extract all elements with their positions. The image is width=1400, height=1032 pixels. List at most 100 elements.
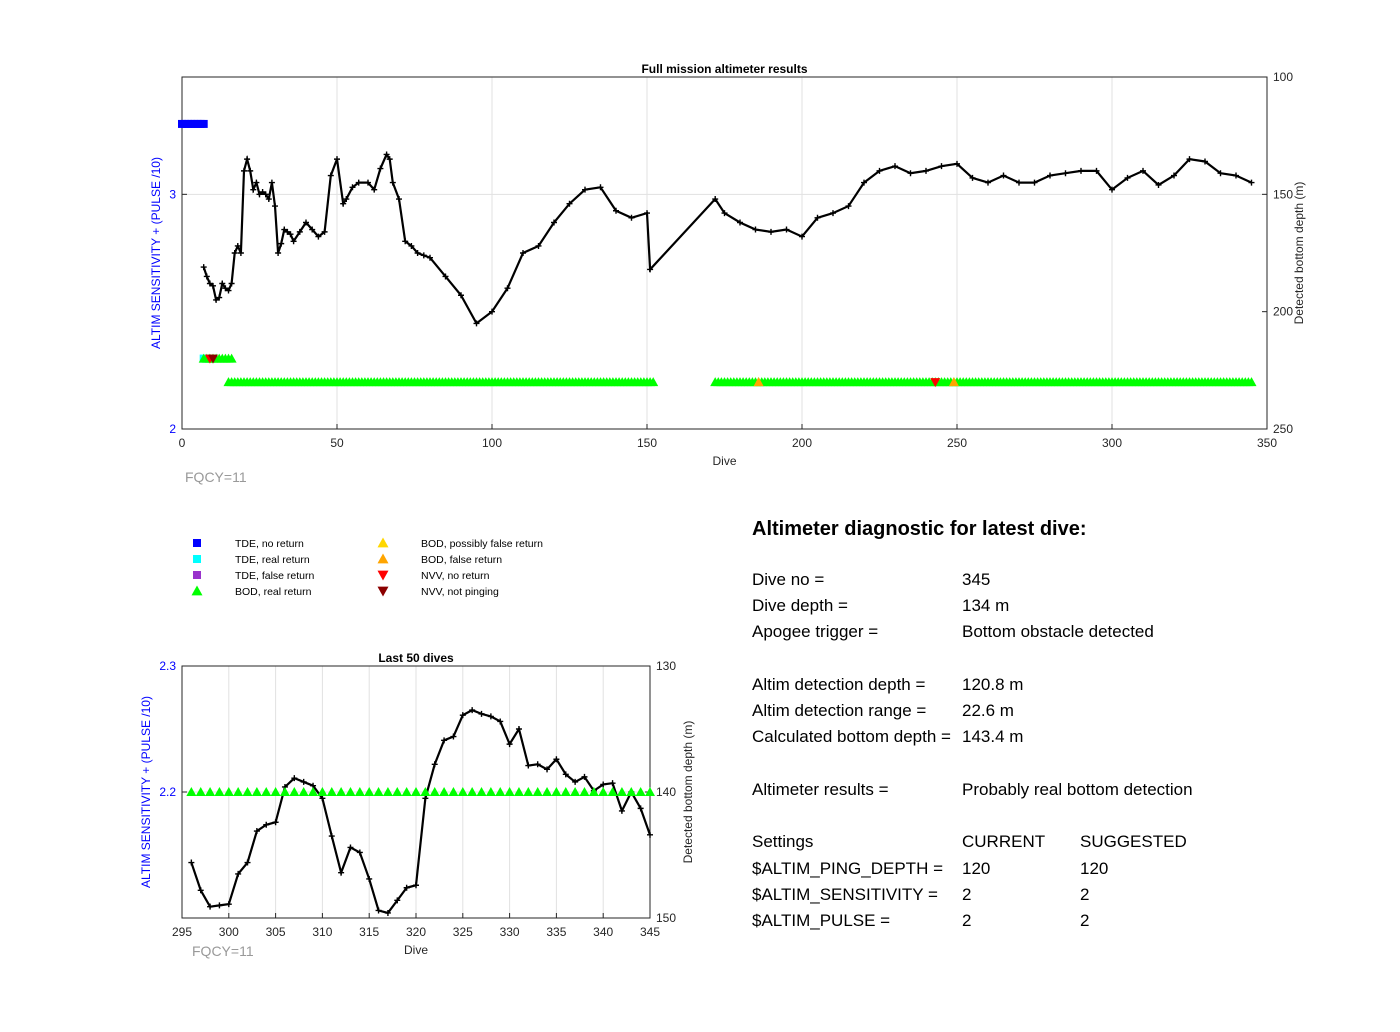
depth-point [207,903,214,910]
detect-range-row: Altim detection range = 22.6 m [752,698,1372,724]
bod-real-return-marker [345,787,356,796]
detect-range-label: Altim detection range = [752,701,927,721]
results-label: Altimeter results = [752,779,889,799]
x-tick-label: 320 [406,925,426,939]
depth-point [562,771,569,778]
depth-point [613,207,619,214]
dive-no-value: 345 [962,570,991,589]
full-mission-chart: Full mission altimeter results 0 50 100 150 2… [149,62,1306,485]
apogee-value: Bottom obstacle detected [962,622,1154,642]
depth-point [1031,179,1038,186]
legend-marker-nvv-no-return [377,570,389,581]
depth-point [197,887,204,894]
depth-point [216,294,223,301]
depth-point [213,296,220,303]
depth-point [375,907,382,914]
x-tick-label: 330 [500,925,520,939]
depth-point [408,242,415,249]
results-row: Altimeter results = Probably real bottom… [752,777,1372,803]
legend-label-tde-real-return: TDE, real return [235,554,310,566]
bod-real-return-marker [289,787,300,796]
legend-marker-bod-possibly-false-return [377,537,389,548]
depth-point [637,805,644,812]
ping-depth-current: 120 [962,858,991,878]
depth-point [402,238,409,245]
depth-point [291,775,298,782]
depth-point [219,280,226,287]
bod-real-return-marker [551,787,562,796]
y2-tick-label: 150 [1273,187,1293,201]
depth-point [284,228,291,235]
settings-label: Settings [752,832,814,852]
depth-point [1140,167,1146,174]
bod-real-return-marker [214,787,225,796]
legend-marker-nvv-not-pinging [377,586,389,597]
y-tick-label: 2.3 [159,659,176,673]
x-tick-label: 300 [219,925,239,939]
depth-point [644,210,650,217]
bod-real-return-marker [429,787,440,796]
depth-line [202,152,1252,326]
bod-real-return-marker [364,787,375,796]
y-tick-label: 2.2 [159,785,176,799]
depth-point [1062,170,1069,177]
depth-point [253,179,260,186]
bod-real-return-marker [448,787,459,796]
bod-real-return-marker [626,787,637,796]
bod-real-return-marker [570,787,581,796]
x-tick-label: 100 [482,436,502,450]
depth-point [188,859,195,866]
bod-real-return-marker [439,787,450,796]
calc-bottom-row: Calculated bottom depth = 143.4 m [752,724,1372,750]
y-axis-label: ALTIM SENSITIVITY + (PULSE /10) [149,157,163,349]
bod-real-return-marker [579,787,590,796]
x-tick-label: 350 [1257,436,1277,450]
x-tick-label: 300 [1102,436,1122,450]
dive-depth-value: 134 m [962,596,1010,616]
pulse-current: 2 [962,911,972,931]
depth-point [247,167,254,174]
depth-point [296,228,303,235]
detect-depth-label: Altim detection depth = [752,674,926,694]
x-tick-label: 50 [330,436,344,450]
depth-point [366,875,373,882]
bod-real-return-marker [513,787,524,796]
depth-point [386,156,393,163]
depth-point [365,179,371,186]
x-tick-label: 150 [637,436,657,450]
bod-real-return-marker [382,787,393,796]
depth-point [892,163,898,170]
depth-point [328,833,335,840]
x-axis-label: Dive [712,454,736,468]
results-value: Probably real bottom detection [962,779,1193,799]
apogee-label: Apogee trigger = [752,622,879,642]
depth-point [442,273,449,280]
depth-point [544,766,551,773]
x-tick-label: 200 [792,436,812,450]
bod-real-return-marker [523,787,534,796]
depth-point [355,179,362,186]
depth-point [244,156,251,163]
depth-point [473,320,480,327]
depth-point [458,292,464,299]
legend-marker-tde-false-return [193,571,201,579]
depth-point [712,196,719,203]
depth-point [647,831,653,838]
bod-real-return-marker [195,787,206,796]
detect-depth-row: Altim detection depth = 120.8 m [752,672,1372,698]
depth-point [830,210,836,217]
depth-point [272,203,278,210]
bod-real-return-marker [485,787,496,796]
depth-point [923,167,929,174]
sensitivity-row: $ALTIM_SENSITIVITY = 2 2 [752,882,1372,908]
depth-point [309,226,316,233]
depth-point [876,167,883,174]
depth-point [1078,167,1084,174]
depth-point [1202,158,1208,165]
bod-real-return-marker [616,787,627,796]
y-axis-label: ALTIM SENSITIVITY + (PULSE /10) [139,696,153,888]
depth-point [210,282,216,289]
depth-point [845,203,852,210]
current-label: CURRENT [962,832,1046,852]
